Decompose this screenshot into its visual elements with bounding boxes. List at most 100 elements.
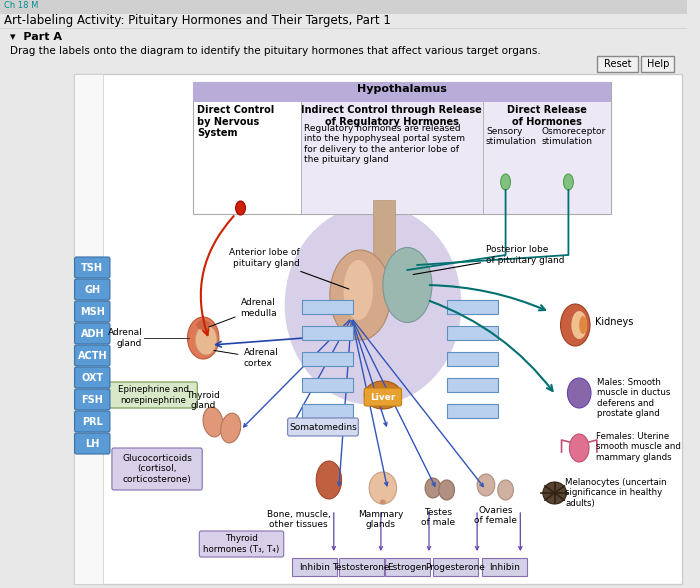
Bar bbox=[193, 82, 610, 102]
FancyBboxPatch shape bbox=[75, 345, 110, 366]
Bar bbox=[74, 74, 682, 584]
Text: Thyroid
hormones (T₃, T₄): Thyroid hormones (T₃, T₄) bbox=[203, 534, 280, 554]
Ellipse shape bbox=[196, 320, 210, 330]
Bar bbox=[385, 558, 430, 576]
Text: Males: Smooth
muscle in ductus
deferens and
prostate gland: Males: Smooth muscle in ductus deferens … bbox=[597, 378, 671, 418]
Bar bbox=[339, 558, 384, 576]
Ellipse shape bbox=[569, 434, 589, 462]
Bar bbox=[193, 82, 610, 214]
FancyBboxPatch shape bbox=[112, 448, 202, 490]
Bar bbox=[302, 404, 354, 418]
Text: Glucocorticoids
(cortisol,
corticosterone): Glucocorticoids (cortisol, corticosteron… bbox=[122, 454, 192, 484]
FancyBboxPatch shape bbox=[75, 279, 110, 300]
Bar bbox=[597, 56, 638, 72]
Text: Bone, muscle,
other tissues: Bone, muscle, other tissues bbox=[267, 510, 330, 529]
Ellipse shape bbox=[561, 304, 590, 346]
Text: Direct Release
of Hormones: Direct Release of Hormones bbox=[507, 105, 587, 126]
Text: Epinephrine and
norepinephrine: Epinephrine and norepinephrine bbox=[118, 385, 188, 405]
Text: TSH: TSH bbox=[81, 263, 104, 273]
Text: Regulatory hormones are released
into the hypophyseal portal system
for delivery: Regulatory hormones are released into th… bbox=[304, 124, 466, 164]
Text: Mammary
glands: Mammary glands bbox=[358, 510, 404, 529]
Text: ADH: ADH bbox=[80, 329, 104, 339]
Ellipse shape bbox=[564, 174, 573, 190]
Bar bbox=[302, 352, 354, 366]
Bar bbox=[447, 404, 498, 418]
FancyBboxPatch shape bbox=[75, 257, 110, 278]
Ellipse shape bbox=[369, 472, 397, 504]
Text: Testosterone: Testosterone bbox=[332, 563, 390, 572]
Text: Adrenal
medulla: Adrenal medulla bbox=[209, 298, 277, 327]
Text: Liver: Liver bbox=[370, 393, 395, 402]
FancyBboxPatch shape bbox=[75, 301, 110, 322]
Text: OXT: OXT bbox=[81, 373, 104, 383]
Bar bbox=[447, 300, 498, 314]
Text: ▾  Part A: ▾ Part A bbox=[10, 32, 62, 42]
Text: Osmoreceptor
stimulation: Osmoreceptor stimulation bbox=[542, 127, 606, 146]
Bar bbox=[302, 326, 354, 340]
Text: Help: Help bbox=[647, 59, 669, 69]
Text: Direct Control
by Nervous
System: Direct Control by Nervous System bbox=[197, 105, 274, 138]
Ellipse shape bbox=[425, 478, 441, 498]
Text: Thyroid
gland: Thyroid gland bbox=[186, 390, 220, 410]
Text: PRL: PRL bbox=[82, 417, 103, 427]
Text: MSH: MSH bbox=[80, 307, 105, 317]
FancyBboxPatch shape bbox=[75, 411, 110, 432]
Bar bbox=[302, 82, 483, 102]
Text: Art-labeling Activity: Pituitary Hormones and Their Targets, Part 1: Art-labeling Activity: Pituitary Hormone… bbox=[4, 14, 391, 27]
Ellipse shape bbox=[316, 461, 342, 499]
Text: Inhibin: Inhibin bbox=[489, 563, 520, 572]
Ellipse shape bbox=[579, 316, 587, 334]
Bar bbox=[447, 352, 498, 366]
Text: LH: LH bbox=[85, 439, 99, 449]
Ellipse shape bbox=[543, 482, 566, 504]
Text: Inhibin: Inhibin bbox=[299, 563, 330, 572]
Text: Ch 18 M: Ch 18 M bbox=[4, 1, 39, 10]
FancyBboxPatch shape bbox=[75, 323, 110, 344]
FancyBboxPatch shape bbox=[75, 367, 110, 388]
Ellipse shape bbox=[195, 325, 217, 355]
Bar bbox=[292, 558, 337, 576]
Text: Melanocytes (uncertain
significance in healthy
adults): Melanocytes (uncertain significance in h… bbox=[566, 478, 667, 508]
Ellipse shape bbox=[477, 474, 495, 496]
Text: Somatomedins: Somatomedins bbox=[289, 423, 357, 432]
Bar bbox=[447, 326, 498, 340]
Text: Adrenal
cortex: Adrenal cortex bbox=[214, 348, 278, 368]
Ellipse shape bbox=[498, 480, 513, 500]
Text: Anterior lobe of
pituitary gland: Anterior lobe of pituitary gland bbox=[229, 248, 349, 289]
Text: Indirect Control through Release
of Regulatory Hormones: Indirect Control through Release of Regu… bbox=[301, 105, 482, 126]
Ellipse shape bbox=[380, 499, 386, 505]
Bar bbox=[302, 102, 483, 214]
Bar bbox=[482, 558, 527, 576]
Text: Ovaries
of female: Ovaries of female bbox=[475, 506, 517, 526]
Bar bbox=[433, 558, 478, 576]
Ellipse shape bbox=[220, 413, 241, 443]
Ellipse shape bbox=[439, 480, 454, 500]
Text: Females: Uterine
smooth muscle and
mammary glands: Females: Uterine smooth muscle and mamma… bbox=[596, 432, 681, 462]
Text: Progesterone: Progesterone bbox=[426, 563, 486, 572]
Text: ACTH: ACTH bbox=[78, 351, 107, 361]
Bar bbox=[483, 102, 610, 214]
Text: Kidneys: Kidneys bbox=[595, 317, 634, 327]
Bar bbox=[0, 0, 687, 14]
Ellipse shape bbox=[236, 201, 246, 215]
FancyBboxPatch shape bbox=[75, 389, 110, 410]
Ellipse shape bbox=[188, 317, 219, 359]
Bar bbox=[447, 378, 498, 392]
Text: GH: GH bbox=[84, 285, 100, 295]
Ellipse shape bbox=[344, 260, 373, 320]
Bar bbox=[302, 300, 354, 314]
Ellipse shape bbox=[203, 407, 223, 437]
Text: Adrenal
gland: Adrenal gland bbox=[108, 328, 142, 348]
Text: FSH: FSH bbox=[81, 395, 103, 405]
FancyBboxPatch shape bbox=[75, 433, 110, 454]
Bar bbox=[641, 56, 674, 72]
Bar bbox=[74, 74, 103, 584]
Ellipse shape bbox=[364, 381, 402, 409]
FancyBboxPatch shape bbox=[288, 418, 358, 436]
Text: Drag the labels onto the diagram to identify the pituitary hormones that affect : Drag the labels onto the diagram to iden… bbox=[10, 46, 540, 56]
Text: Estrogen: Estrogen bbox=[387, 563, 428, 572]
Bar bbox=[373, 200, 395, 270]
Text: Reset: Reset bbox=[603, 59, 631, 69]
Text: Testes
of male: Testes of male bbox=[421, 508, 455, 527]
FancyBboxPatch shape bbox=[109, 382, 197, 408]
